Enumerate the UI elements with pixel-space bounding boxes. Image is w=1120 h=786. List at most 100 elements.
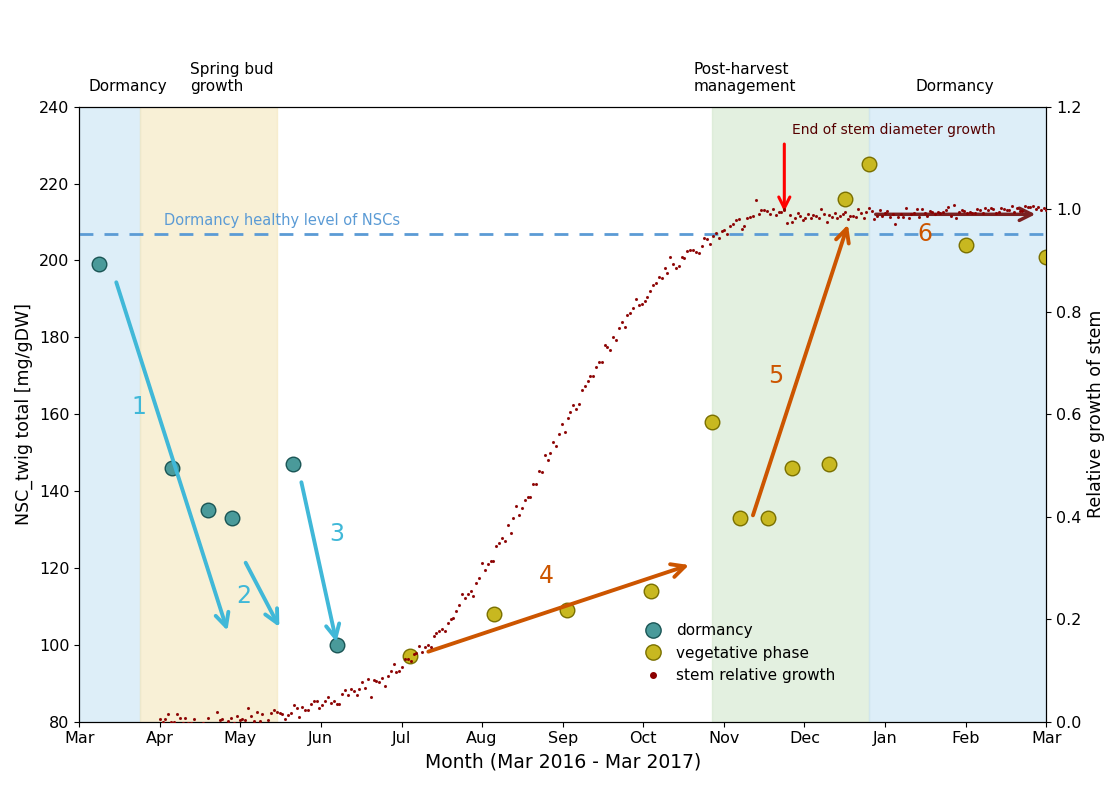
Point — [165, 716, 183, 729]
Point — [284, 699, 302, 711]
Point — [610, 321, 628, 334]
Point — [1008, 202, 1026, 215]
Point — [866, 212, 884, 225]
Point — [482, 554, 500, 567]
Point — [724, 218, 741, 230]
Point — [196, 718, 214, 731]
Point — [478, 557, 496, 570]
Bar — [80, 107, 140, 722]
Point — [948, 211, 965, 224]
Point — [419, 638, 437, 651]
Point — [762, 208, 780, 221]
Point — [899, 211, 917, 224]
Point — [984, 203, 1002, 215]
Point — [992, 202, 1010, 215]
Point — [384, 658, 402, 670]
Point — [800, 208, 818, 220]
Point — [456, 592, 474, 604]
Point — [769, 205, 787, 218]
Y-axis label: Relative growth of stem: Relative growth of stem — [1088, 310, 1105, 519]
Point — [940, 201, 958, 214]
Point — [579, 375, 597, 387]
Point — [934, 206, 952, 219]
Point — [227, 710, 245, 722]
Point — [233, 712, 251, 725]
Point — [712, 225, 730, 237]
Point — [622, 307, 640, 320]
Point — [823, 211, 841, 224]
Point — [605, 331, 623, 343]
Point — [502, 527, 520, 539]
Point — [402, 655, 420, 667]
Point — [681, 244, 699, 256]
Point — [653, 271, 671, 284]
Point — [245, 714, 263, 727]
Point — [174, 717, 192, 729]
Bar — [712, 107, 869, 722]
Point — [781, 208, 799, 221]
Point — [613, 316, 631, 329]
Point — [550, 428, 568, 440]
Text: 5: 5 — [768, 365, 784, 388]
Point — [162, 461, 180, 474]
Point — [704, 230, 722, 242]
Point — [736, 219, 754, 232]
Point — [928, 206, 946, 219]
Point — [587, 361, 605, 373]
Point — [844, 210, 862, 222]
Point — [696, 232, 713, 244]
Point — [942, 210, 960, 222]
Point — [242, 710, 260, 722]
Point — [650, 270, 668, 283]
Point — [716, 224, 734, 237]
Point — [924, 206, 942, 219]
Point — [240, 702, 258, 714]
Point — [732, 222, 750, 235]
Point — [236, 714, 254, 726]
Point — [330, 697, 348, 710]
Text: 4: 4 — [539, 564, 553, 589]
Point — [783, 215, 801, 228]
Point — [277, 712, 295, 725]
Point — [533, 465, 551, 478]
Point — [881, 211, 899, 223]
Point — [496, 534, 514, 547]
Point — [624, 301, 642, 314]
Point — [360, 673, 377, 685]
Point — [731, 512, 749, 524]
Point — [921, 205, 939, 218]
Point — [290, 711, 308, 724]
Text: 1: 1 — [131, 395, 147, 419]
Point — [915, 207, 933, 219]
Bar — [140, 107, 277, 722]
Point — [874, 210, 892, 222]
Point — [878, 205, 896, 218]
Point — [1014, 204, 1032, 217]
Point — [528, 477, 545, 490]
Point — [979, 204, 997, 216]
Point — [601, 343, 619, 356]
Text: 3: 3 — [329, 522, 344, 546]
Point — [808, 210, 825, 222]
Point — [220, 714, 237, 727]
Point — [556, 425, 573, 438]
Point — [205, 720, 223, 733]
Point — [1016, 200, 1034, 213]
Point — [371, 675, 389, 688]
Point — [926, 208, 944, 221]
Point — [491, 536, 508, 549]
Point — [703, 416, 721, 428]
Point — [308, 695, 326, 707]
Point — [670, 260, 688, 273]
Point — [305, 695, 323, 707]
Point — [818, 215, 836, 228]
Point — [253, 708, 271, 721]
Point — [738, 211, 756, 224]
Point — [905, 207, 923, 219]
Point — [559, 412, 577, 424]
Point — [393, 661, 411, 674]
Point — [476, 564, 494, 577]
Point — [436, 625, 454, 637]
Point — [664, 258, 682, 270]
Point — [1035, 202, 1053, 215]
